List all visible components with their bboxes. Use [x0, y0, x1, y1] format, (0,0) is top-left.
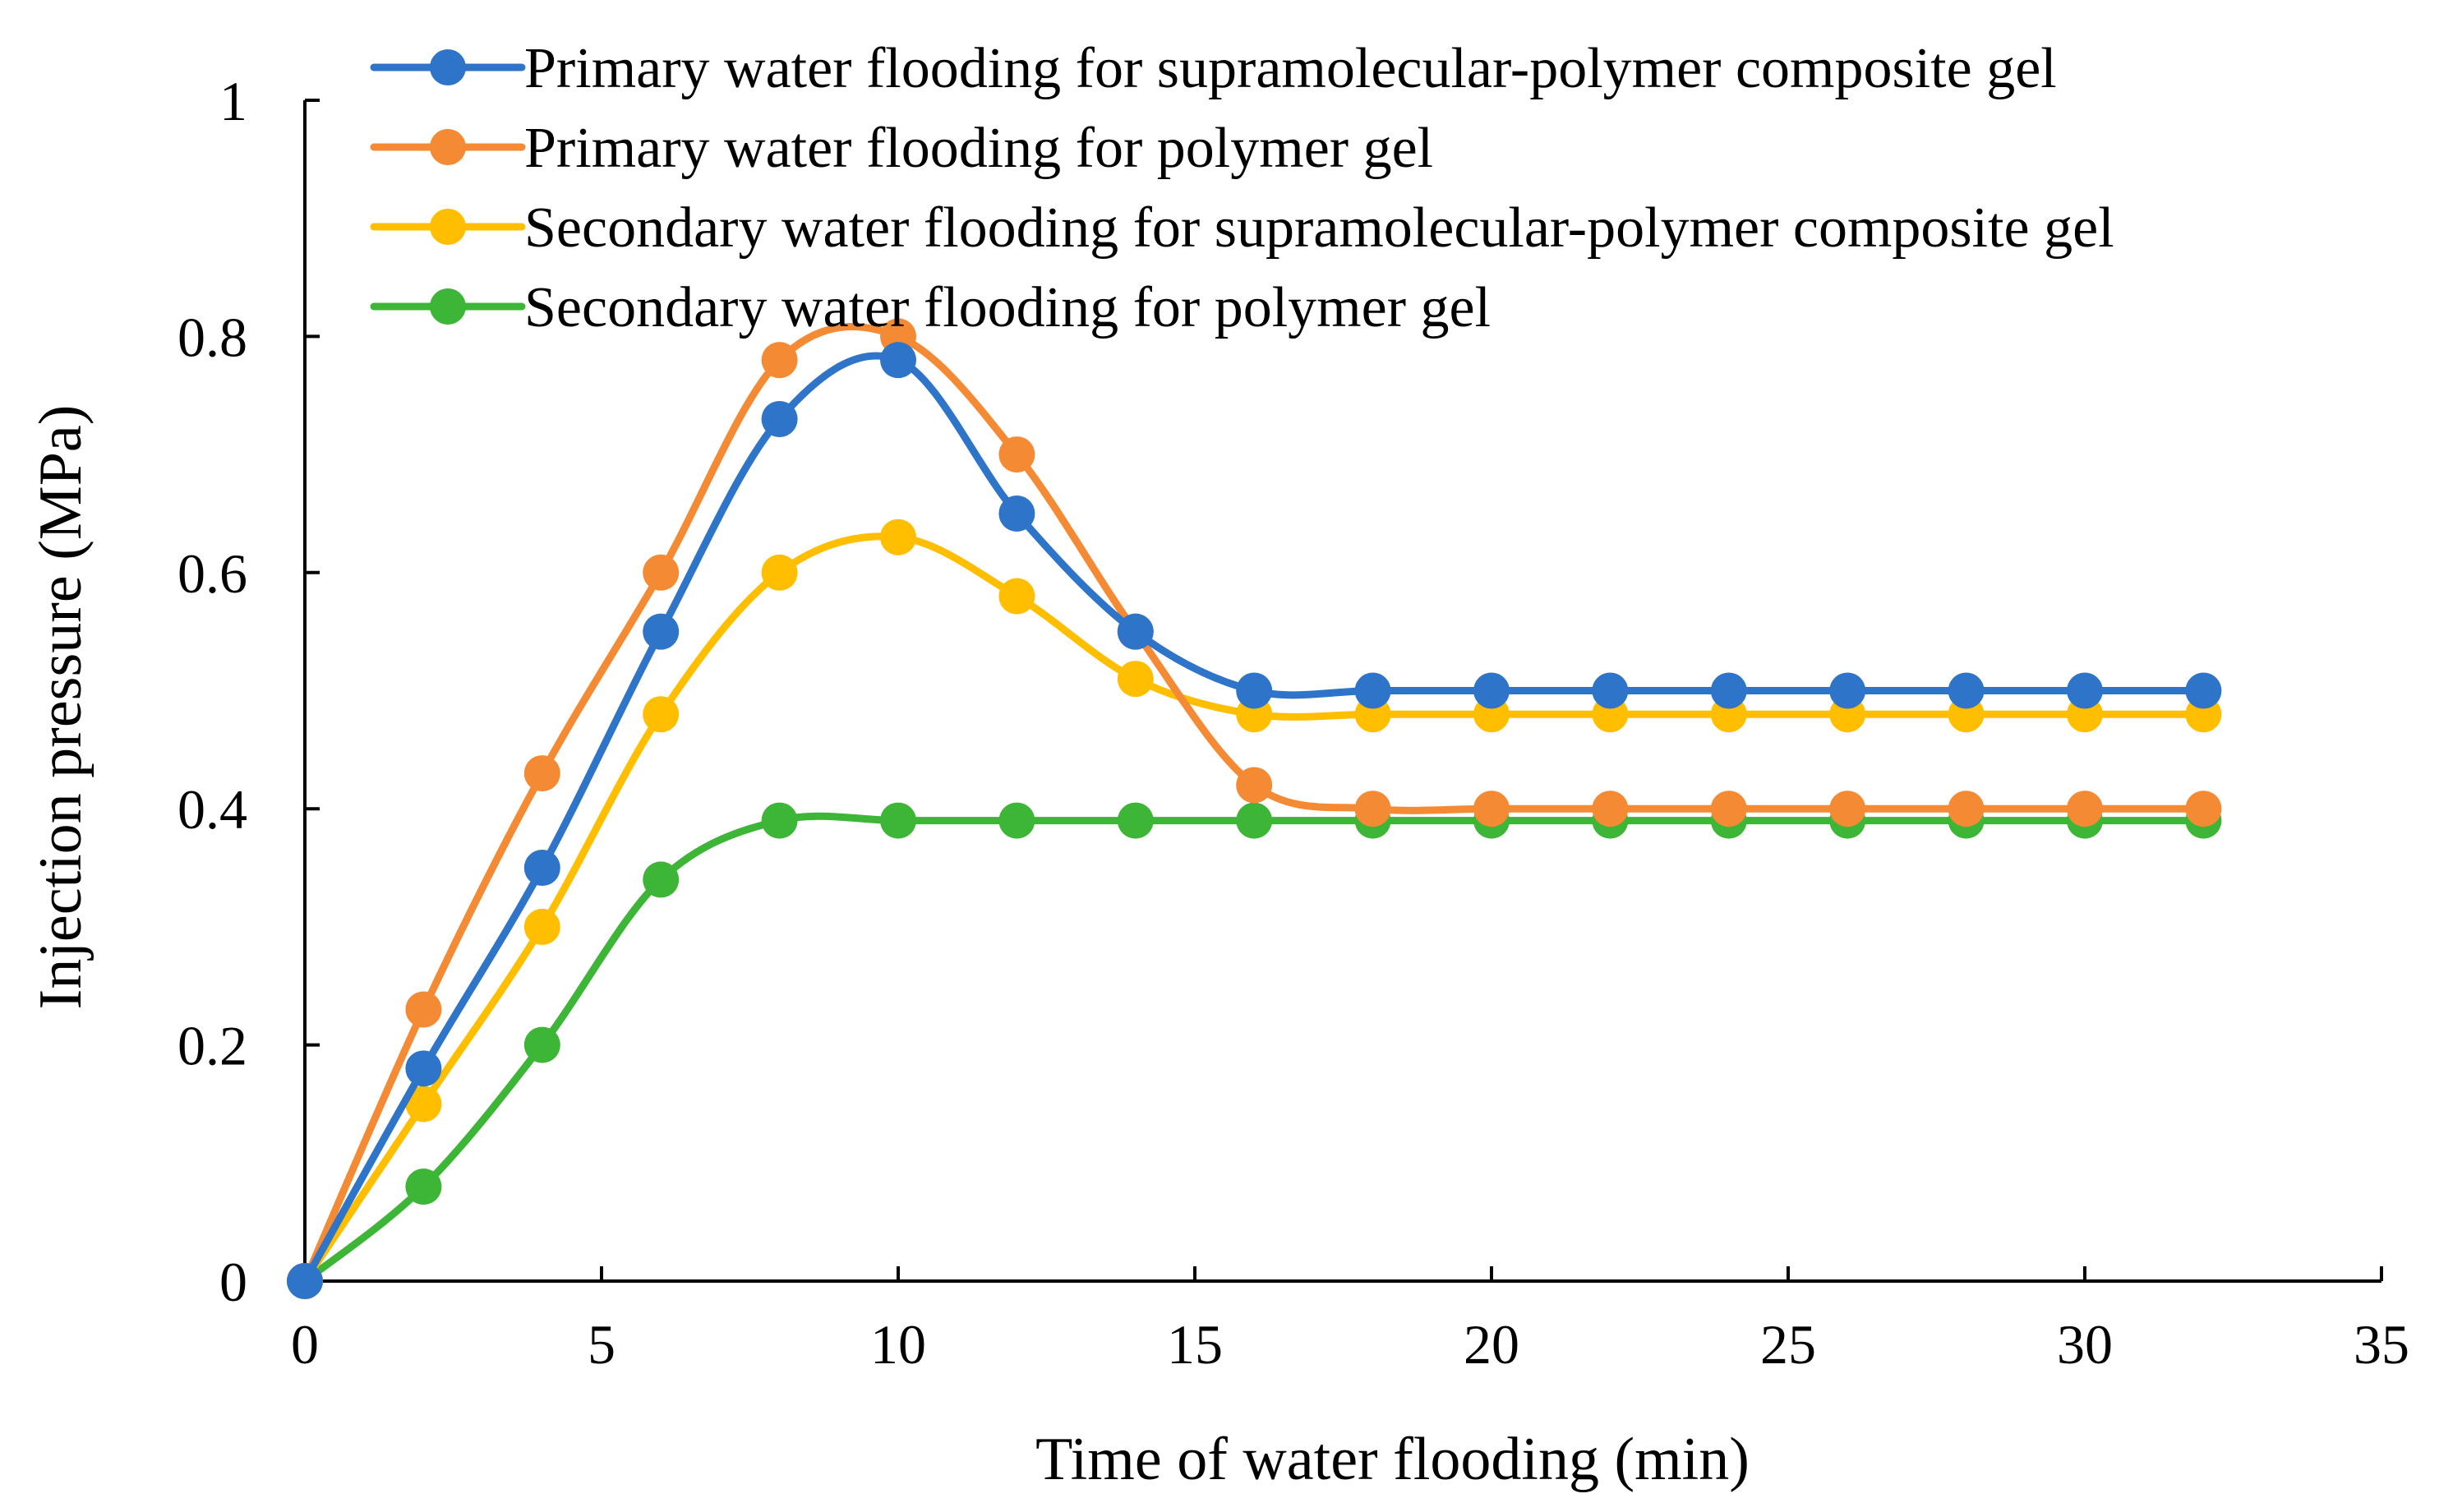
legend: Primary water flooding for supramolecula…	[370, 37, 2114, 339]
data-point	[998, 578, 1035, 615]
data-point	[287, 1263, 323, 1299]
data-point	[643, 554, 680, 591]
legend-label: Primary water flooding for polymer gel	[524, 117, 1433, 180]
data-point	[523, 908, 560, 945]
legend-item-2: Primary water flooding for polymer gel	[370, 117, 1433, 180]
data-point	[405, 991, 442, 1028]
legend-label: Secondary water flooding for supramolecu…	[524, 196, 2114, 260]
legend-swatch-marker	[430, 49, 466, 85]
legend-label: Primary water flooding for supramolecula…	[524, 37, 2057, 100]
data-point	[643, 696, 680, 733]
series-line	[301, 532, 2207, 1285]
x-tick-label: 0	[291, 1313, 319, 1376]
data-point	[1710, 672, 1747, 709]
legend-item-3: Secondary water flooding for supramolecu…	[370, 196, 2114, 260]
legend-item-1: Primary water flooding for supramolecula…	[370, 37, 2057, 100]
y-tick-label: 0.6	[178, 542, 247, 605]
series-3	[287, 519, 2222, 1299]
data-point	[405, 1169, 442, 1205]
data-point	[1236, 672, 1273, 709]
series-layer	[287, 318, 2222, 1299]
x-tick-label: 5	[588, 1313, 616, 1376]
y-tick-label: 0.2	[178, 1015, 247, 1077]
y-tick-label: 0	[219, 1251, 247, 1313]
series-4	[287, 802, 2222, 1299]
data-point	[2067, 672, 2103, 709]
data-point	[1473, 672, 1510, 709]
data-point	[405, 1086, 442, 1122]
data-point	[880, 342, 916, 379]
data-point	[523, 850, 560, 887]
data-point	[1829, 791, 1866, 827]
data-point	[761, 400, 798, 437]
data-point	[1948, 672, 1985, 709]
data-point	[1236, 767, 1273, 804]
data-point	[1592, 791, 1629, 827]
legend-label: Secondary water flooding for polymer gel	[524, 276, 1491, 339]
data-point	[1354, 791, 1391, 827]
y-tick-label: 0.8	[178, 306, 247, 368]
data-point	[643, 861, 680, 898]
series-line	[301, 812, 2207, 1285]
data-point	[1117, 661, 1154, 698]
data-point	[1592, 672, 1629, 709]
data-point	[2185, 672, 2222, 709]
legend-swatch-marker	[430, 129, 466, 165]
data-point	[1473, 791, 1510, 827]
data-point	[880, 802, 916, 839]
data-point	[2067, 791, 2103, 827]
x-tick-label: 10	[870, 1313, 926, 1376]
data-point	[405, 1050, 442, 1087]
x-tick-label: 35	[2354, 1313, 2409, 1376]
data-point	[1354, 672, 1391, 709]
data-point	[1948, 791, 1985, 827]
data-point	[1117, 613, 1154, 650]
y-axis-title: Injection pressure (MPa)	[27, 405, 95, 1010]
data-point	[523, 1026, 560, 1063]
x-tick-label: 15	[1167, 1313, 1223, 1376]
axes: 0 5 10 15 20 25 30 35 0 0.2 0.4 0.6 0.8 1	[178, 70, 2409, 1376]
series-1	[287, 342, 2222, 1299]
data-point	[761, 802, 798, 839]
data-point	[523, 755, 560, 792]
legend-swatch-marker	[430, 288, 466, 325]
x-axis-title: Time of water flooding (min)	[1035, 1426, 1750, 1493]
data-point	[880, 519, 916, 555]
data-point	[2185, 791, 2222, 827]
data-point	[761, 554, 798, 591]
data-point	[998, 495, 1035, 532]
data-point	[761, 342, 798, 379]
legend-item-4: Secondary water flooding for polymer gel	[370, 276, 1491, 339]
y-tick-label: 1	[219, 70, 247, 132]
y-tick-label: 0.4	[178, 778, 247, 841]
x-tick-label: 25	[1760, 1313, 1816, 1376]
x-tick-label: 20	[1464, 1313, 1519, 1376]
x-tick-label: 30	[2057, 1313, 2113, 1376]
data-point	[998, 802, 1035, 839]
data-point	[1117, 802, 1154, 839]
data-point	[998, 436, 1035, 473]
data-point	[1710, 791, 1747, 827]
data-point	[643, 613, 680, 650]
legend-swatch-marker	[430, 209, 466, 245]
data-point	[1236, 802, 1273, 839]
data-point	[1829, 672, 1866, 709]
